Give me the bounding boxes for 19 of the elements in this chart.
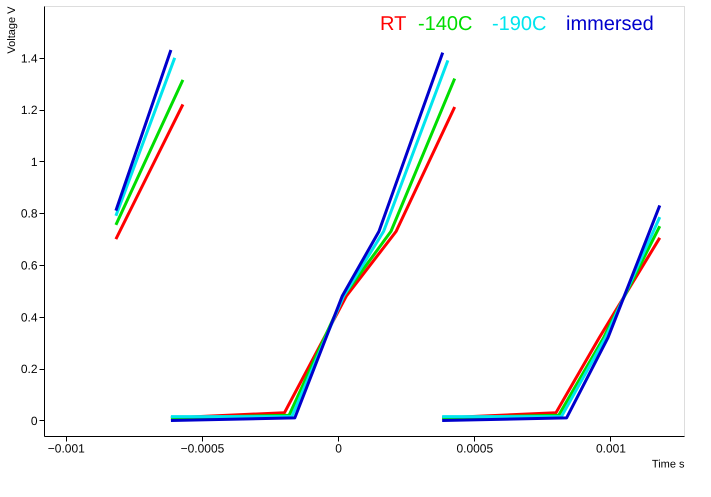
y-tick-label: 0.4 [20, 310, 38, 324]
text: immersed [566, 13, 654, 35]
x-tick-label: −0.001 [48, 442, 86, 456]
x-axis-title: Time s [652, 458, 685, 470]
y-tick-label: 0.6 [20, 258, 38, 273]
text: -190C [492, 13, 546, 35]
x-tick-label: 0.0005 [456, 442, 494, 456]
y-axis-title: Voltage V [6, 6, 18, 54]
y-tick-label: 0.8 [20, 206, 38, 221]
y-tick-label: 0.2 [20, 362, 38, 376]
y-tick-label: 1.4 [20, 51, 38, 66]
x-tick-label: −0.0005 [180, 442, 225, 456]
y-tick-label: 1 [30, 154, 38, 169]
y-tick-label: 0 [30, 414, 38, 428]
text: RT [380, 13, 406, 35]
text: -140C [418, 13, 472, 35]
y-tick-label: 1.2 [20, 103, 38, 118]
x-tick-label: 0 [335, 442, 342, 456]
x-tick-label: 0.001 [596, 442, 626, 456]
